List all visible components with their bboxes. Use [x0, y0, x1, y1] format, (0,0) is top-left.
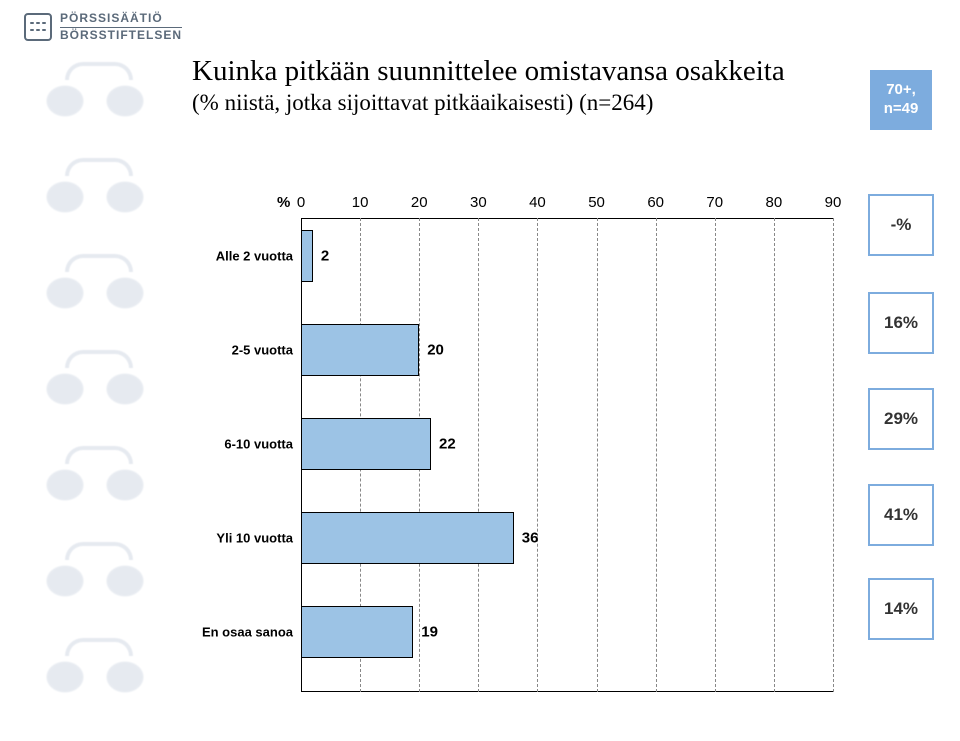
category-label: Yli 10 vuotta — [188, 531, 293, 546]
comparison-value-box: 16% — [868, 292, 934, 354]
gridline — [774, 218, 775, 692]
bar-value-label: 20 — [427, 342, 444, 359]
category-label: Alle 2 vuotta — [188, 249, 293, 264]
gridline — [597, 218, 598, 692]
logo: PÖRSSISÄÄTIÖ BÖRSSTIFTELSEN — [24, 12, 182, 43]
logo-mark-icon — [24, 13, 52, 41]
axis-label-percent: % — [277, 194, 290, 211]
comparison-value-box: 29% — [868, 388, 934, 450]
chart-subtitle: (% niistä, jotka sijoittavat pitkäaikais… — [192, 89, 832, 118]
x-tick-label: 60 — [647, 194, 664, 211]
x-tick-label: 80 — [766, 194, 783, 211]
plot-border-top — [301, 218, 833, 219]
x-tick-label: 70 — [706, 194, 723, 211]
plot-area: 2 20 22 36 19 — [301, 218, 833, 692]
background-ornament — [20, 56, 170, 696]
x-tick-label: 50 — [588, 194, 605, 211]
title-block: Kuinka pitkään suunnittelee omistavansa … — [192, 54, 832, 118]
gridline — [537, 218, 538, 692]
badge-line1: 70+, — [870, 81, 932, 100]
gridline — [656, 218, 657, 692]
x-tick-label: 30 — [470, 194, 487, 211]
comparison-badge: 70+, n=49 — [870, 70, 932, 130]
category-label: 6-10 vuotta — [188, 437, 293, 452]
x-tick-label: 40 — [529, 194, 546, 211]
bar-chart: % 0 10 20 30 40 50 60 70 80 90 2 20 22 36 19 Alle 2 v… — [188, 194, 858, 704]
bar-value-label: 36 — [522, 530, 539, 547]
category-label: En osaa sanoa — [188, 625, 293, 640]
gridline — [715, 218, 716, 692]
logo-text: PÖRSSISÄÄTIÖ BÖRSSTIFTELSEN — [60, 12, 182, 43]
bar — [301, 418, 431, 470]
bar-value-label: 19 — [421, 624, 438, 641]
bar — [301, 606, 413, 658]
plot-border-bottom — [301, 691, 833, 692]
bar-value-label: 2 — [321, 248, 329, 265]
logo-line1: PÖRSSISÄÄTIÖ — [60, 12, 182, 28]
category-label: 2-5 vuotta — [188, 343, 293, 358]
x-tick-label: 10 — [352, 194, 369, 211]
gridline — [833, 218, 834, 692]
x-tick-label: 90 — [825, 194, 842, 211]
bar — [301, 324, 419, 376]
bar — [301, 230, 313, 282]
logo-line2: BÖRSSTIFTELSEN — [60, 29, 182, 43]
comparison-column-header: -% — [868, 194, 934, 256]
comparison-value-box: 14% — [868, 578, 934, 640]
gridline — [478, 218, 479, 692]
x-tick-label: 20 — [411, 194, 428, 211]
bar — [301, 512, 514, 564]
chart-title: Kuinka pitkään suunnittelee omistavansa … — [192, 54, 832, 89]
x-tick-label: 0 — [297, 194, 305, 211]
badge-line2: n=49 — [870, 100, 932, 119]
comparison-value-box: 41% — [868, 484, 934, 546]
bar-value-label: 22 — [439, 436, 456, 453]
